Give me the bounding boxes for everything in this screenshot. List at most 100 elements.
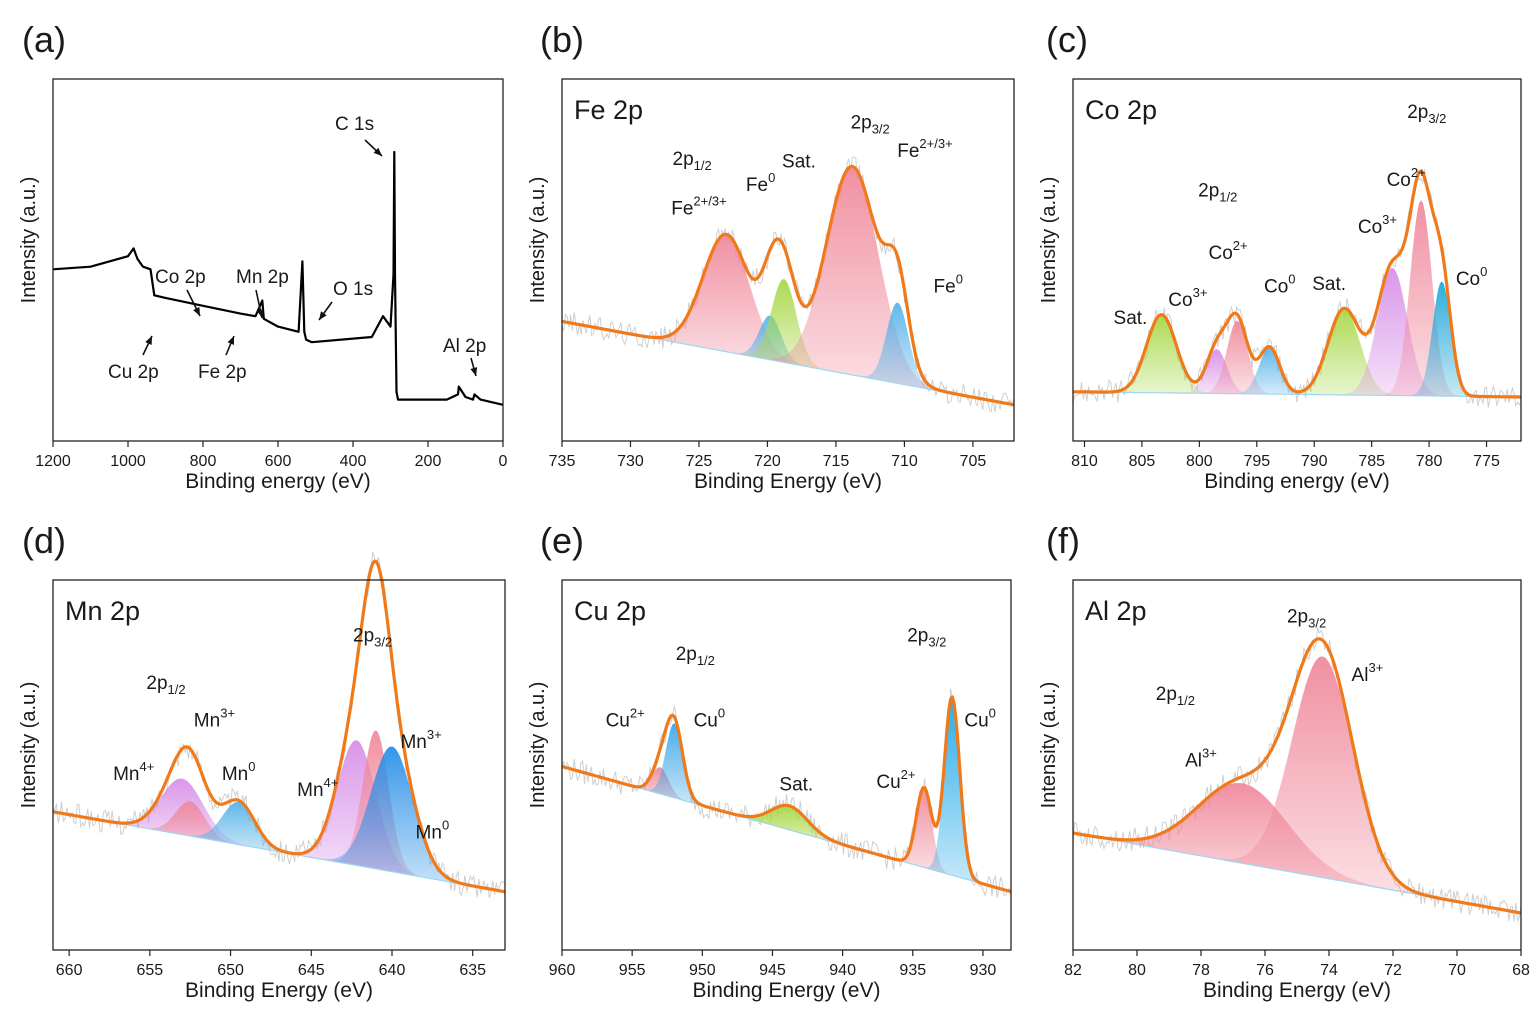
x-tick-label: 655 [137, 962, 164, 979]
x-tick-label: 76 [1256, 962, 1274, 979]
peak-label: 2p3/2 [851, 113, 890, 137]
x-tick-label: 645 [298, 962, 325, 979]
x-tick-label: 780 [1416, 453, 1443, 470]
panel-b: (b) Fe 2p 2p1/2 2p3/2 Fe2+/3+ Fe0 Sat. Fe2+/3+ F… [527, 19, 1015, 493]
x-axis-label: Binding Energy (eV) [693, 979, 881, 1002]
peak-label: Sat. [782, 152, 816, 173]
x-tick-label: 940 [829, 962, 856, 979]
peak-label: 2p3/2 [353, 625, 392, 649]
x-tick-label: 790 [1301, 453, 1328, 470]
fit-component-area [1224, 347, 1316, 395]
x-axis-label: Binding energy (eV) [1204, 470, 1390, 493]
fit-component-area [1372, 200, 1470, 397]
panel-title: Fe 2p [574, 95, 643, 125]
survey-spectrum-line [52, 150, 504, 406]
x-tick-label: 1200 [35, 453, 71, 470]
panel-label: (c) [1046, 19, 1088, 60]
peak-label: Sat. [1114, 308, 1148, 329]
plot-frame [561, 78, 1015, 442]
raw-data-trace [1072, 627, 1522, 922]
peak-label: Co0 [1456, 264, 1488, 290]
y-axis-label: Intensity (a.u.) [18, 682, 40, 809]
peak-label: Co2+ [1209, 238, 1248, 264]
x-tick-label: 68 [1512, 962, 1530, 979]
peak-label: Cu2+ [876, 767, 915, 793]
x-tick-label: 200 [415, 453, 442, 470]
panel-title: Al 2p [1085, 596, 1147, 626]
peak-label: 2p1/2 [1156, 684, 1195, 708]
fit-component-area [622, 234, 830, 371]
fit-envelope-line [561, 164, 1015, 407]
x-tick-label: 935 [899, 962, 926, 979]
fit-component-area [735, 166, 969, 397]
fit-component-area [1073, 783, 1444, 900]
peak-label: Sat. [1312, 274, 1346, 295]
peak-label: Fe0 [746, 170, 775, 196]
peak-label: Cu2+ [606, 706, 645, 732]
fit-component-area [1272, 309, 1416, 396]
y-axis-label: Intensity (a.u.) [1038, 682, 1060, 809]
x-tick-label: 72 [1384, 962, 1402, 979]
x-axis-label: Binding Energy (eV) [694, 470, 882, 493]
peak-label: Co3+ [1168, 285, 1207, 311]
x-tick-label: 78 [1192, 962, 1210, 979]
peak-label: Mn3+ [400, 727, 441, 753]
x-tick-label: 710 [891, 453, 918, 470]
panel-a: (a) C 1s Co 2p Mn 2p O 1s Cu 2p Fe 2p Al 2p 1200… [18, 19, 508, 493]
x-tick-label: 74 [1320, 962, 1338, 979]
x-axis-label: Binding Energy (eV) [185, 979, 373, 1002]
fit-component-area [166, 801, 311, 858]
x-tick-label: 660 [56, 962, 83, 979]
x-tick-label: 705 [960, 453, 987, 470]
fit-envelope-line [1073, 169, 1521, 399]
x-tick-label: 640 [379, 962, 406, 979]
fit-envelope-line [561, 695, 1012, 894]
plot-frame [561, 579, 1012, 951]
peak-label: Mn0 [222, 759, 256, 785]
peak-label: Co0 [1264, 272, 1296, 298]
x-axis-label: Binding Energy (eV) [1203, 979, 1391, 1002]
peak-label: Fe2+/3+ [897, 136, 952, 162]
x-tick-label: 600 [265, 453, 292, 470]
x-tick-label: 800 [1186, 453, 1213, 470]
plot-frame [1072, 579, 1522, 951]
peak-label: 2p3/2 [1287, 607, 1326, 631]
peak-label: 2p1/2 [1198, 180, 1237, 204]
peak-label: C 1s [335, 114, 374, 135]
y-axis-label: Intensity (a.u.) [1038, 177, 1060, 304]
x-tick-label: 400 [340, 453, 367, 470]
plot-frame [1072, 78, 1522, 442]
fit-component-area [1171, 349, 1263, 394]
panel-title: Cu 2p [574, 596, 646, 626]
peak-label: Mn0 [416, 817, 450, 843]
peak-label: Mn 2p [236, 267, 289, 288]
x-tick-label: 800 [190, 453, 217, 470]
peak-label: O 1s [333, 279, 373, 300]
peak-label: Cu0 [694, 706, 726, 732]
panel-label: (d) [22, 520, 66, 561]
fit-component-area [890, 788, 958, 877]
fit-component-area [848, 302, 947, 393]
x-tick-label: 82 [1064, 962, 1082, 979]
fit-component-area [1400, 281, 1484, 397]
fit-envelope-line [52, 559, 506, 894]
peak-label: Co3+ [1358, 212, 1397, 238]
panel-label: (a) [22, 19, 66, 60]
annotation-arrowhead [256, 309, 264, 318]
x-tick-label: 650 [217, 962, 244, 979]
fit-component-area [126, 801, 255, 848]
x-tick-label: 730 [617, 453, 644, 470]
plot-frame [52, 579, 506, 951]
x-tick-label: 795 [1243, 453, 1270, 470]
panel-label: (f) [1046, 520, 1080, 561]
plot-frame [52, 78, 504, 442]
panel-label: (e) [540, 520, 584, 561]
annotation-arrowhead [470, 367, 478, 376]
fit-component-area [1186, 656, 1459, 902]
annotation-arrowhead [319, 311, 327, 320]
fit-component-area [270, 740, 443, 881]
x-tick-label: 775 [1473, 453, 1500, 470]
y-axis-label: Intensity (a.u.) [18, 177, 40, 304]
